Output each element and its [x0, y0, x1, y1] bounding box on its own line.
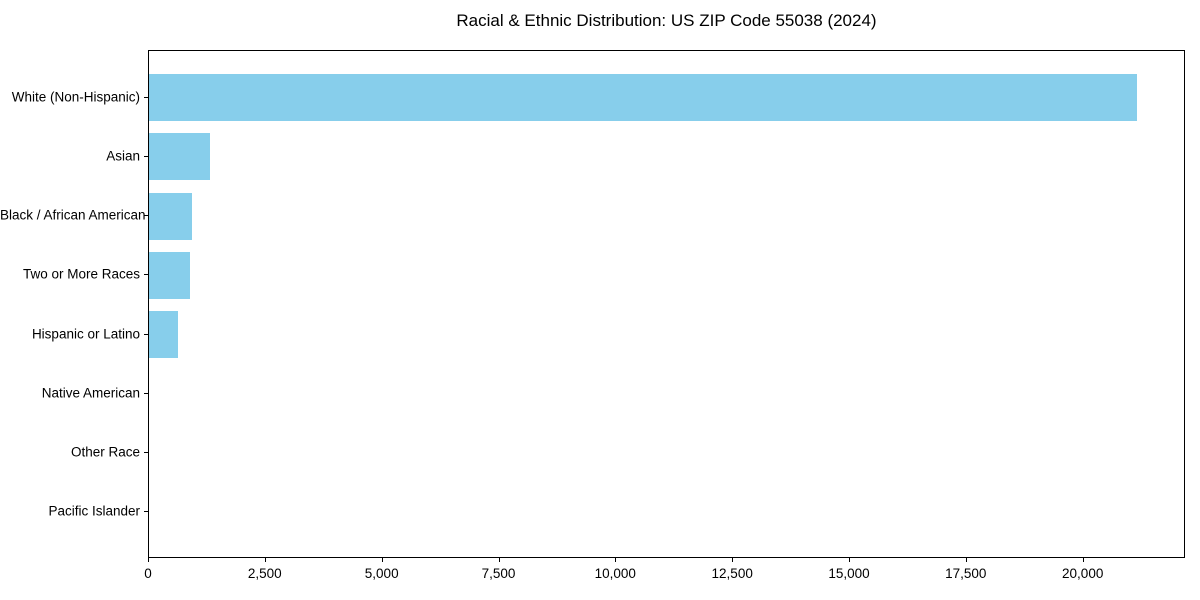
y-tick-label-other-race: Other Race — [70, 444, 140, 460]
x-tick-mark — [264, 558, 266, 562]
x-tick-mark — [148, 558, 150, 562]
y-tick-mark — [144, 274, 148, 276]
y-tick-label-asian: Asian — [106, 148, 140, 164]
y-tick-label-pacific-islander: Pacific Islander — [48, 503, 140, 519]
x-tick-mark — [381, 558, 383, 562]
y-tick-mark — [144, 334, 148, 336]
x-tick-label-20-000: 20,000 — [1062, 566, 1104, 581]
x-tick-label-7-500: 7,500 — [481, 566, 516, 581]
y-tick-label-black-african-american: Black / African American — [0, 207, 146, 223]
bar-asian — [149, 133, 211, 180]
x-tick-label-2-500: 2,500 — [247, 566, 282, 581]
x-tick-label-15-000: 15,000 — [828, 566, 870, 581]
bar-two-or-more-races — [149, 252, 191, 299]
x-tick-mark — [732, 558, 734, 562]
y-tick-mark — [144, 156, 148, 158]
bar-hispanic-or-latino — [149, 311, 178, 358]
x-tick-label-0: 0 — [144, 566, 152, 581]
plot-area — [148, 50, 1185, 558]
y-tick-mark — [144, 452, 148, 454]
bar-white-non-hispanic — [149, 74, 1137, 121]
y-tick-mark — [144, 511, 148, 513]
y-tick-label-two-or-more-races: Two or More Races — [22, 266, 140, 282]
x-tick-mark — [498, 558, 500, 562]
x-tick-label-10-000: 10,000 — [594, 566, 636, 581]
x-tick-label-12-500: 12,500 — [711, 566, 753, 581]
y-tick-mark — [144, 393, 148, 395]
x-tick-mark — [965, 558, 967, 562]
y-tick-label-white-non-hispanic: White (Non-Hispanic) — [11, 89, 140, 105]
x-tick-mark — [615, 558, 617, 562]
y-tick-mark — [144, 97, 148, 99]
chart-title: Racial & Ethnic Distribution: US ZIP Cod… — [456, 11, 877, 30]
x-tick-label-5-000: 5,000 — [364, 566, 399, 581]
y-tick-label-native-american: Native American — [41, 385, 140, 401]
x-tick-mark — [849, 558, 851, 562]
x-tick-label-17-500: 17,500 — [945, 566, 987, 581]
y-tick-mark — [144, 215, 148, 217]
y-tick-label-hispanic-or-latino: Hispanic or Latino — [31, 326, 140, 342]
x-tick-mark — [1082, 558, 1084, 562]
bar-black-african-american — [149, 193, 192, 240]
